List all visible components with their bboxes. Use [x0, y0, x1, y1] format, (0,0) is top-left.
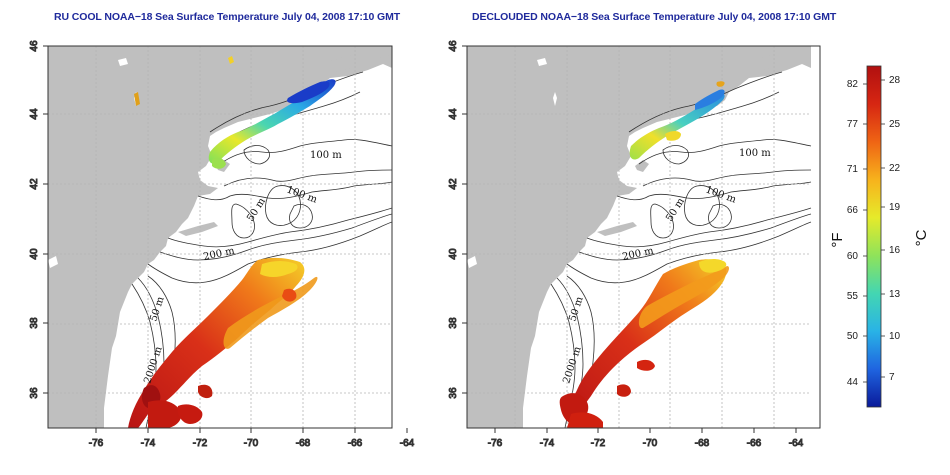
- left-warm-sst-patch: [128, 257, 318, 428]
- y-tick-label: 38: [448, 317, 459, 329]
- colorbar-scale: [866, 65, 882, 408]
- colorbar-f-tick-label: 55: [847, 291, 859, 302]
- y-tick-label: 40: [29, 248, 40, 260]
- right-map-base: [467, 46, 812, 428]
- x-tick-label: -64: [789, 438, 804, 449]
- y-tick-label: 38: [29, 317, 40, 329]
- y-tick-label: 44: [448, 108, 459, 120]
- y-tick-label: 36: [29, 387, 40, 399]
- colorbar-c-tick-label: 16: [889, 245, 901, 256]
- x-tick-label: -74: [141, 438, 156, 449]
- colorbar-f-tick-label: 82: [847, 79, 859, 90]
- right-map: 100 m 100 m 50 m 200 m 50 m 2000 m -76 -7…: [448, 40, 821, 450]
- left-axis-ticks: -76 -74 -72 -70 -68 -66 -64 36 38 40 42 44 46: [29, 40, 416, 450]
- y-tick-label: 46: [29, 40, 40, 52]
- right-map-frame: [466, 45, 821, 429]
- y-tick-label: 42: [448, 178, 459, 190]
- x-tick-label: -76: [89, 438, 104, 449]
- right-axis-ticks: -76 -74 -72 -70 -68 -66 -64 36 38 40 42 44 46: [448, 40, 805, 450]
- y-tick-label: 42: [29, 178, 40, 190]
- y-tick-label: 36: [448, 387, 459, 399]
- contour-label: 100 m: [310, 150, 342, 161]
- x-tick-label: -70: [244, 438, 259, 449]
- y-tick-label: 44: [29, 108, 40, 120]
- fahrenheit-unit-label: °F: [829, 232, 846, 247]
- right-map-title: DECLOUDED NOAA−18 Sea Surface Temperatur…: [472, 11, 837, 23]
- right-warm-sst-patch: [559, 259, 729, 428]
- left-map-base: [48, 46, 392, 428]
- colorbar-f-tick-label: 77: [847, 119, 859, 130]
- y-tick-label: 40: [448, 248, 459, 260]
- left-cool-sst-patch: [134, 56, 336, 169]
- colorbar-c-tick-label: 19: [889, 202, 901, 213]
- colorbar-ticks: 82 77 71 66 60 55 50 44 28 25 22 19 16 13 10 7: [847, 75, 901, 388]
- x-tick-label: -70: [643, 438, 658, 449]
- left-map-title: RU COOL NOAA−18 Sea Surface Temperature …: [54, 11, 401, 23]
- contour-label: 100 m: [739, 148, 771, 159]
- y-tick-label: 46: [448, 40, 459, 52]
- right-cool-sst-patch: [629, 81, 725, 160]
- colorbar-f-tick-label: 50: [847, 331, 859, 342]
- colorbar-f-tick-label: 44: [847, 377, 859, 388]
- colorbar: 82 77 71 66 60 55 50 44 28 25 22 19 16 13 10 7 °F °C: [829, 65, 930, 408]
- x-tick-label: -74: [540, 438, 555, 449]
- colorbar-c-tick-label: 25: [889, 119, 901, 130]
- colorbar-f-tick-label: 60: [847, 251, 859, 262]
- colorbar-c-tick-label: 28: [889, 75, 901, 86]
- colorbar-c-tick-label: 10: [889, 331, 901, 342]
- x-tick-label: -66: [747, 438, 762, 449]
- left-map-frame: [47, 45, 393, 429]
- celsius-unit-label: °C: [913, 229, 930, 246]
- colorbar-c-tick-label: 13: [889, 289, 901, 300]
- x-tick-label: -64: [400, 438, 415, 449]
- x-tick-label: -68: [296, 438, 311, 449]
- left-map: 100 m 100 m 50 m 200 m 50 m 2000 m -76 -7…: [29, 40, 416, 450]
- x-tick-label: -72: [193, 438, 208, 449]
- colorbar-c-tick-label: 7: [889, 372, 895, 383]
- colorbar-c-tick-label: 22: [889, 163, 901, 174]
- x-tick-label: -68: [695, 438, 710, 449]
- x-tick-label: -76: [488, 438, 503, 449]
- colorbar-f-tick-label: 71: [847, 164, 859, 175]
- x-tick-label: -66: [348, 438, 363, 449]
- x-tick-label: -72: [591, 438, 606, 449]
- colorbar-f-tick-label: 66: [847, 205, 859, 216]
